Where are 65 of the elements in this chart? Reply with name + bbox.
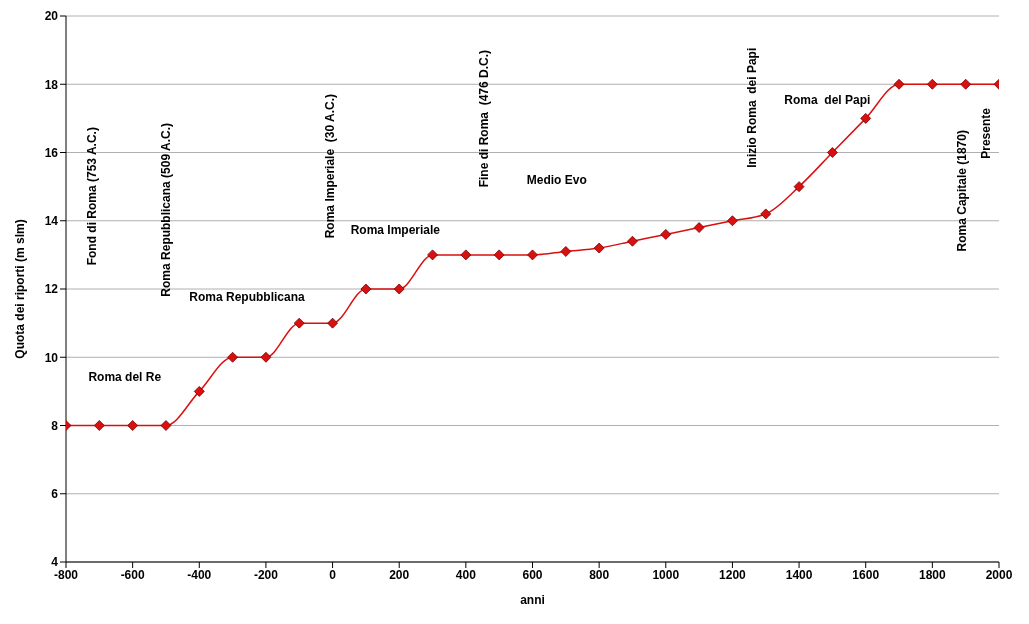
x-tick-label: 2000 — [985, 567, 1013, 582]
x-tick-label: 1800 — [919, 567, 947, 582]
x-tick-label: -600 — [120, 567, 145, 582]
x-tick-label: -800 — [53, 567, 79, 582]
annotation: Roma Imperiale (30 A.C.) — [323, 94, 338, 239]
point — [860, 112, 872, 124]
point — [427, 249, 438, 261]
y-tick-label: 8 — [51, 418, 59, 433]
x-tick-label: 1400 — [785, 567, 813, 582]
annotation: Medio Evo — [526, 172, 587, 187]
point — [227, 351, 239, 363]
annotation: Roma Imperiale — [350, 223, 441, 238]
point — [893, 78, 905, 90]
point — [660, 229, 672, 240]
point — [360, 283, 372, 295]
point — [793, 181, 805, 193]
y-tick-label: 20 — [44, 9, 59, 24]
y-tick-label: 12 — [44, 282, 59, 297]
x-tick-label: 800 — [589, 567, 610, 582]
point — [127, 420, 139, 431]
point — [627, 235, 638, 247]
x-tick-label: 600 — [522, 567, 543, 582]
point — [593, 242, 605, 254]
y-axis-title: Quota dei riporti (m slm) — [13, 219, 28, 359]
y-tick-label: 6 — [51, 487, 59, 502]
annotation: Roma Repubblicana (509 A.C.) — [158, 123, 173, 297]
point — [393, 283, 405, 295]
annotation: Fine di Roma (476 D.C.) — [476, 49, 491, 188]
point — [527, 249, 538, 261]
annotation: Fond di Roma (753 A.C.) — [85, 127, 100, 266]
point — [960, 78, 972, 90]
annotation: Roma del Re — [88, 370, 162, 385]
annotation: Roma del Papi — [784, 93, 871, 108]
point — [160, 420, 172, 431]
y-tick-label: 14 — [44, 214, 59, 229]
x-tick-label: 1200 — [719, 567, 747, 582]
x-tick-label: 1600 — [852, 567, 880, 582]
point — [327, 317, 338, 329]
y-tick-label: 18 — [44, 77, 59, 92]
point — [260, 351, 272, 363]
y-tick-label: 10 — [44, 350, 59, 365]
point — [760, 208, 772, 220]
point — [193, 385, 205, 397]
point — [727, 215, 738, 227]
point — [826, 147, 838, 158]
x-tick-label: -400 — [187, 567, 212, 582]
annotation: Roma Repubblicana — [189, 290, 305, 305]
point — [560, 246, 572, 257]
point — [93, 420, 105, 431]
annotation: Presente — [978, 107, 993, 159]
x-tick-label: -200 — [253, 567, 279, 582]
annotation: Inizio Roma dei Papi — [744, 47, 759, 168]
annotation: Roma Capitale (1870) — [954, 130, 969, 252]
x-tick-label: 400 — [455, 567, 477, 582]
x-tick-label: 200 — [389, 567, 410, 582]
point — [493, 249, 505, 261]
point — [926, 78, 938, 90]
point — [293, 317, 305, 329]
x-axis-title: anni — [520, 593, 545, 607]
point — [460, 249, 472, 261]
x-tick-label: 1000 — [652, 567, 680, 582]
point — [693, 222, 705, 233]
y-tick-label: 4 — [51, 555, 59, 570]
y-tick-label: 16 — [44, 145, 59, 160]
x-tick-label: 0 — [329, 567, 337, 582]
